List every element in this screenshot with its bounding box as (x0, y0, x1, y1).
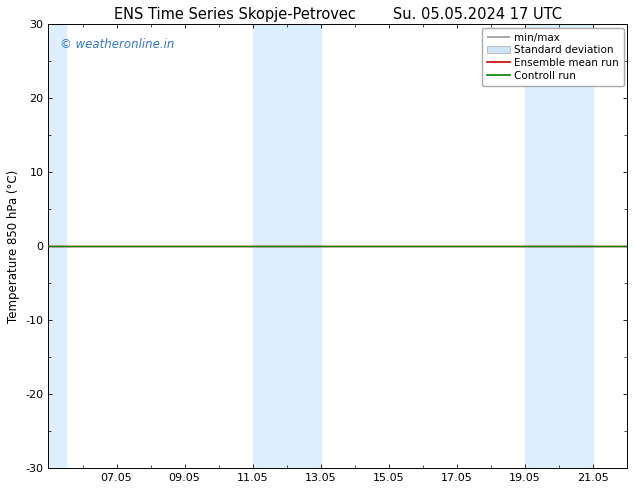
Title: ENS Time Series Skopje-Petrovec        Su. 05.05.2024 17 UTC: ENS Time Series Skopje-Petrovec Su. 05.0… (113, 7, 562, 22)
Bar (253, 24, 321, 468)
Bar (48, 24, 65, 468)
Bar (525, 24, 593, 468)
Text: © weatheronline.in: © weatheronline.in (60, 38, 174, 51)
Y-axis label: Temperature 850 hPa (°C): Temperature 850 hPa (°C) (7, 170, 20, 323)
Legend: min/max, Standard deviation, Ensemble mean run, Controll run: min/max, Standard deviation, Ensemble me… (482, 27, 624, 86)
